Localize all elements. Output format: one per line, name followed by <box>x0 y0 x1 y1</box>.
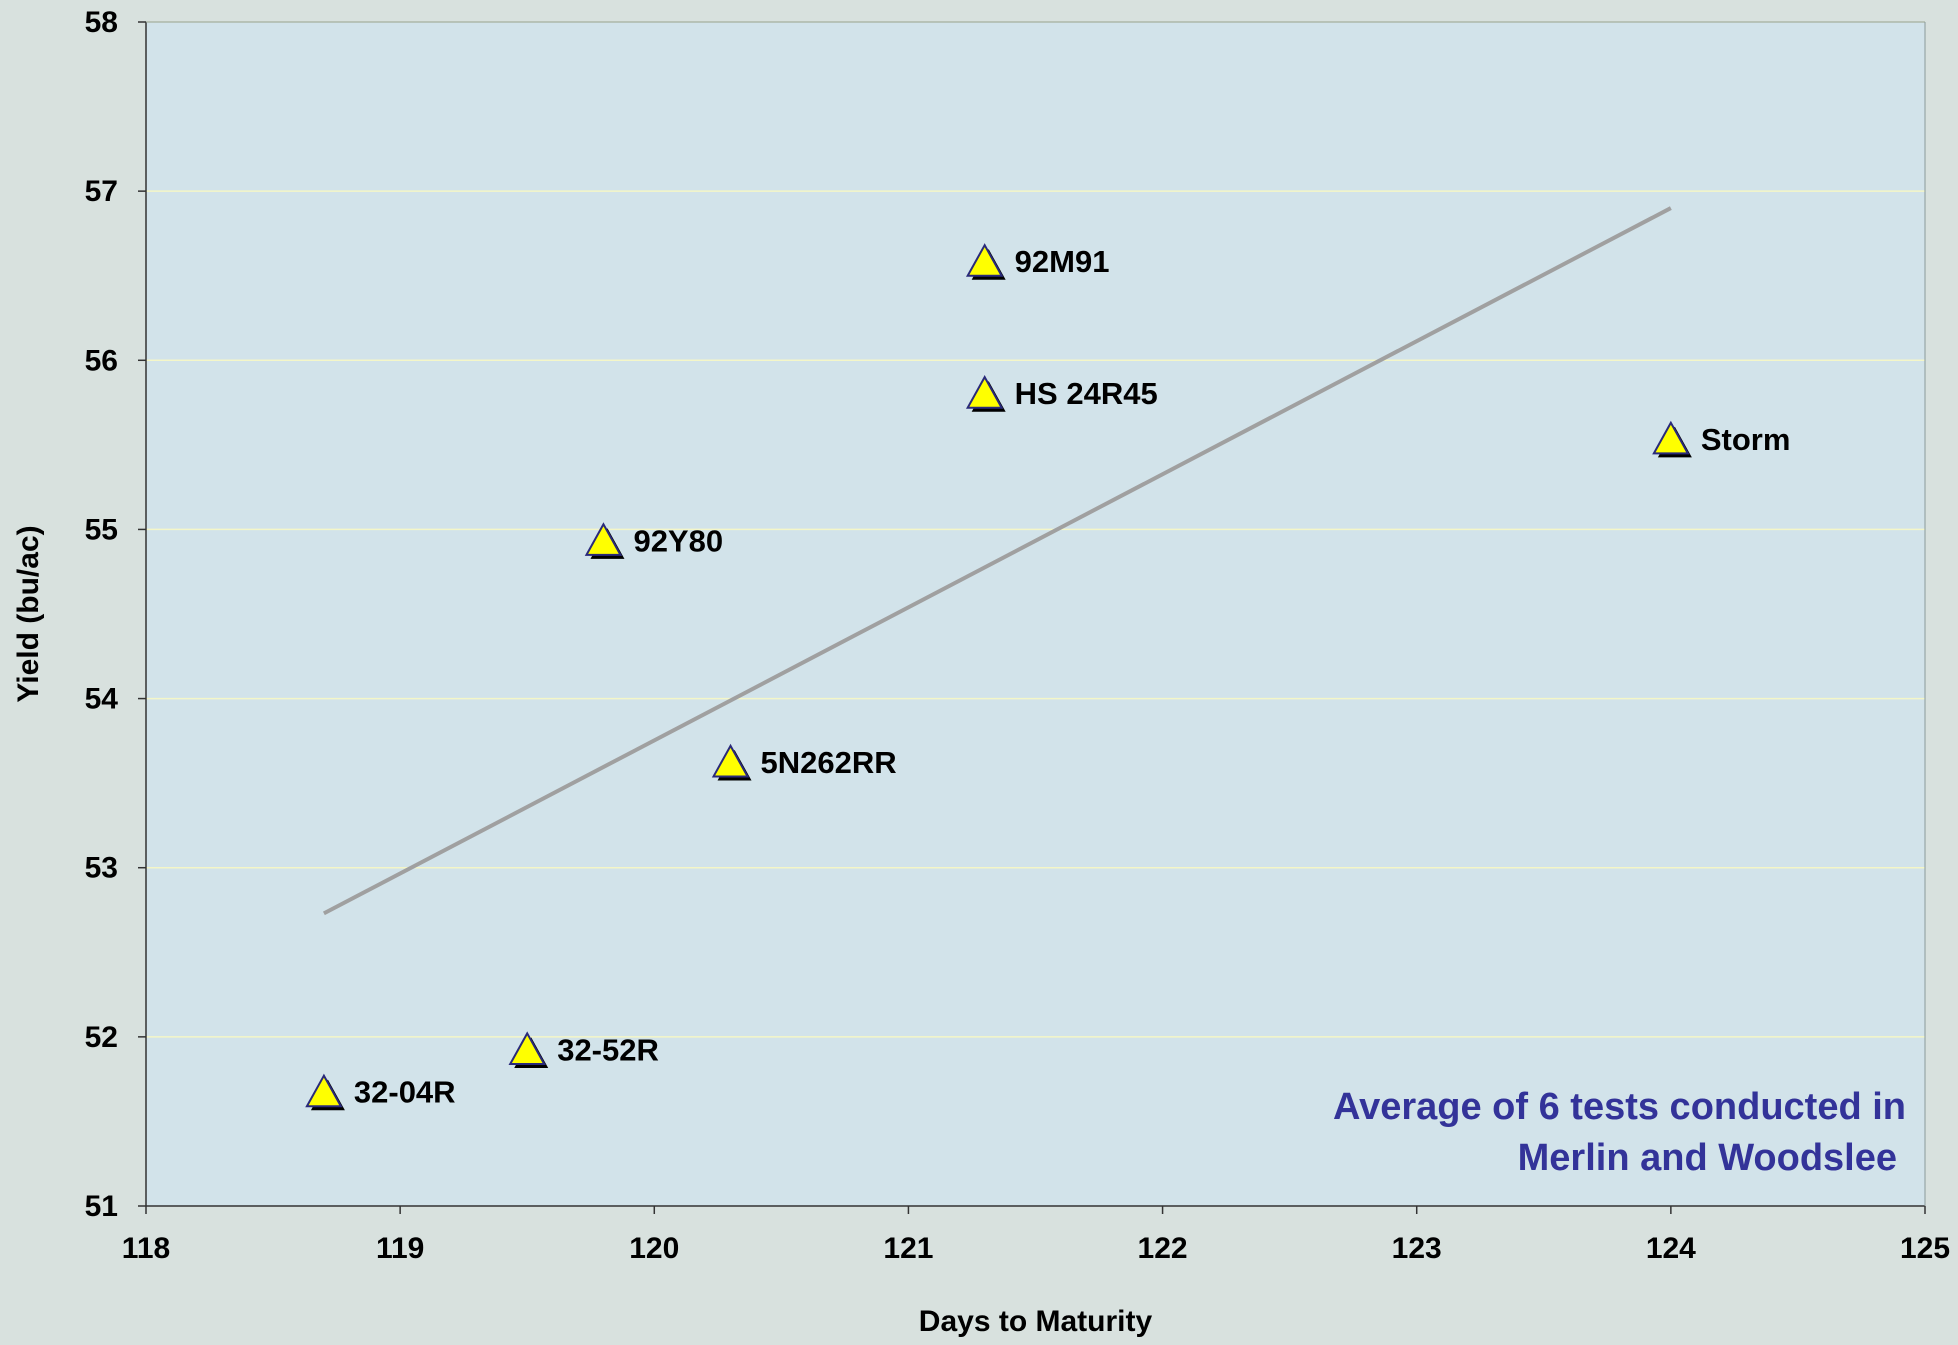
data-point: HS 24R45 <box>965 375 1158 412</box>
triangle-marker <box>1652 420 1690 455</box>
data-point: 92Y80 <box>584 522 723 559</box>
y-tick-label: 53 <box>85 852 118 885</box>
x-tick-label: 121 <box>883 1232 933 1265</box>
plot-area <box>146 22 1925 1206</box>
triangle-marker <box>508 1031 546 1065</box>
annotation-line-2: Merlin and Woodslee <box>1518 1137 1897 1179</box>
x-tick-label: 120 <box>629 1232 679 1265</box>
point-label: Storm <box>1701 422 1791 457</box>
annotation-line-1: Average of 6 tests conducted in <box>1333 1086 1906 1128</box>
triangle-marker <box>305 1073 343 1108</box>
x-axis-ticks: 118 119 120 121 122 123 124 125 <box>122 1206 1950 1265</box>
point-label: 92M91 <box>1015 244 1110 279</box>
axes <box>145 21 1926 1207</box>
x-tick-label: 118 <box>122 1232 170 1265</box>
y-tick-label: 57 <box>85 175 118 208</box>
y-tick-label: 51 <box>85 1190 118 1223</box>
y-tick-label: 58 <box>85 6 118 39</box>
x-tick-label: 125 <box>1900 1232 1950 1265</box>
x-tick-label: 119 <box>376 1232 424 1265</box>
x-tick-label: 122 <box>1138 1232 1188 1265</box>
y-axis-ticks: 51 52 53 54 55 56 57 58 <box>85 6 146 1223</box>
x-axis-title: Days to Maturity <box>919 1305 1153 1338</box>
point-label: 5N262RR <box>761 745 897 780</box>
data-point: 32-52R <box>508 1031 659 1068</box>
data-point: 5N262RR <box>711 743 897 781</box>
x-tick-label: 123 <box>1392 1232 1442 1265</box>
y-tick-label: 54 <box>85 683 119 716</box>
x-tick-label: 124 <box>1646 1232 1696 1265</box>
trendline <box>322 206 1672 916</box>
y-tick-label: 55 <box>85 513 118 546</box>
point-label: 92Y80 <box>633 523 723 558</box>
point-label: 32-04R <box>354 1075 456 1110</box>
triangle-marker <box>711 743 750 778</box>
data-point: 32-04R <box>305 1073 456 1111</box>
point-label: HS 24R45 <box>1015 376 1158 411</box>
triangle-marker <box>965 375 1004 409</box>
triangle-marker <box>584 522 623 556</box>
triangle-marker <box>965 243 1004 277</box>
point-label: 32-52R <box>557 1032 659 1067</box>
y-tick-label: 56 <box>85 344 118 377</box>
y-tick-label: 52 <box>85 1021 118 1054</box>
data-point: 92M91 <box>965 243 1110 280</box>
data-points: 32-04R 32-52R 92Y80 5N262RR 92M91 HS 24R45 Sto… <box>305 243 1791 1111</box>
y-axis-title: Yield (bu/ac) <box>12 525 45 702</box>
data-point: Storm <box>1652 420 1791 458</box>
